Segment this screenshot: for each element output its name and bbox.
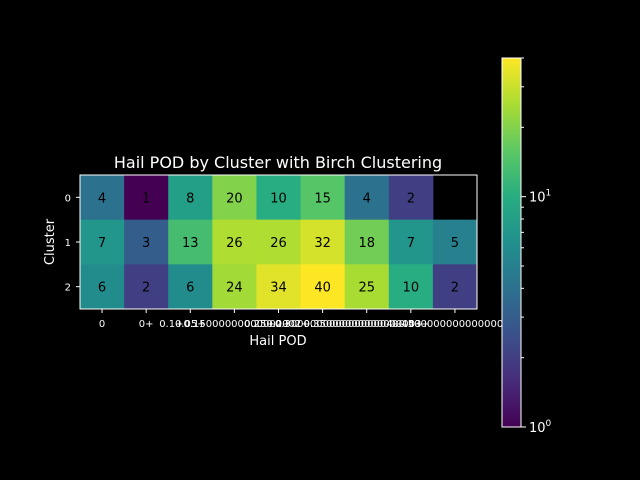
heatmap-cell — [388, 264, 434, 310]
heatmap-cell — [80, 219, 125, 265]
cell-value-label: 7 — [407, 236, 415, 251]
x-tick-label: 0.1+0.15000000000000002+ — [159, 319, 309, 330]
y-tick-label: 1 — [65, 238, 71, 249]
heatmap-cell — [300, 264, 346, 310]
heatmap-cell — [168, 175, 213, 221]
heatmap-cell — [344, 175, 390, 221]
cell-value-label: 6 — [98, 281, 106, 296]
x-tick-label: 0.45000000000000007+ — [392, 319, 518, 330]
heatmap-cell — [256, 264, 302, 310]
heatmap-cell — [80, 175, 125, 221]
colorbar-tick-label: 100 — [529, 419, 552, 436]
x-tick-label: 0+ — [139, 319, 154, 330]
y-tick-label: 2 — [65, 283, 71, 294]
heatmap-cell — [212, 219, 257, 265]
heatmap-cell — [432, 264, 478, 310]
cell-value-label: 2 — [407, 191, 415, 206]
x-tick-label: 0.2+ — [266, 319, 290, 330]
cell-value-label: 5 — [451, 236, 459, 251]
heatmap-cell — [388, 219, 434, 265]
cell-value-label: 13 — [182, 236, 199, 251]
colorbar — [501, 57, 522, 428]
heatmap-cell — [344, 264, 390, 310]
cell-value-label: 24 — [226, 281, 243, 296]
heatmap-cell — [300, 175, 346, 221]
heatmap-cell — [432, 219, 478, 265]
x-tick-label: 0.05+ — [175, 319, 206, 330]
cell-value-label: 40 — [314, 281, 331, 296]
x-tick-label: 0.25+0.30000000000000004+ — [244, 319, 401, 330]
heatmap-cell — [124, 219, 169, 265]
x-tick-label: 0.35000000000000003+ — [304, 319, 430, 330]
cell-value-label: 26 — [226, 236, 243, 251]
heatmap-cell — [344, 219, 390, 265]
heatmap-cell — [168, 219, 213, 265]
heatmap-cell — [212, 264, 257, 310]
cell-value-label: 2 — [451, 281, 459, 296]
cell-value-label: 4 — [98, 191, 106, 206]
cell-value-label: 10 — [403, 281, 420, 296]
colorbar-tick-label: 101 — [529, 189, 551, 206]
x-axis-label: Hail POD — [249, 334, 306, 349]
cell-value-label: 25 — [358, 281, 375, 296]
cell-value-label: 34 — [270, 281, 287, 296]
cell-value-label: 18 — [358, 236, 375, 251]
chart-title: Hail POD by Cluster with Birch Clusterin… — [114, 153, 442, 172]
cell-value-label: 32 — [314, 236, 331, 251]
heatmap-cell — [168, 264, 213, 310]
y-tick-label: 0 — [65, 193, 71, 204]
x-tick-label: 0.4+ — [399, 319, 423, 330]
cell-value-label: 3 — [142, 236, 150, 251]
cell-value-label: 4 — [363, 191, 371, 206]
heatmap-cell — [388, 175, 434, 221]
cell-value-label: 20 — [226, 191, 243, 206]
cell-value-label: 6 — [186, 281, 194, 296]
cell-value-label: 1 — [142, 191, 150, 206]
heatmap-cell — [124, 175, 169, 221]
heatmap-cell — [300, 219, 346, 265]
heatmap-cell — [80, 264, 125, 310]
cell-value-label: 2 — [142, 281, 150, 296]
heatmap-cell — [124, 264, 169, 310]
heatmap-cell — [212, 175, 257, 221]
cell-value-label: 7 — [98, 236, 106, 251]
y-axis-label: Cluster — [43, 218, 58, 265]
cell-value-label: 26 — [270, 236, 287, 251]
heatmap-cell — [256, 175, 302, 221]
cell-value-label: 8 — [186, 191, 194, 206]
cell-value-label: 15 — [314, 191, 331, 206]
x-tick-label: 0 — [99, 319, 105, 330]
cell-value-label: 10 — [270, 191, 287, 206]
heatmap-cell — [256, 219, 302, 265]
